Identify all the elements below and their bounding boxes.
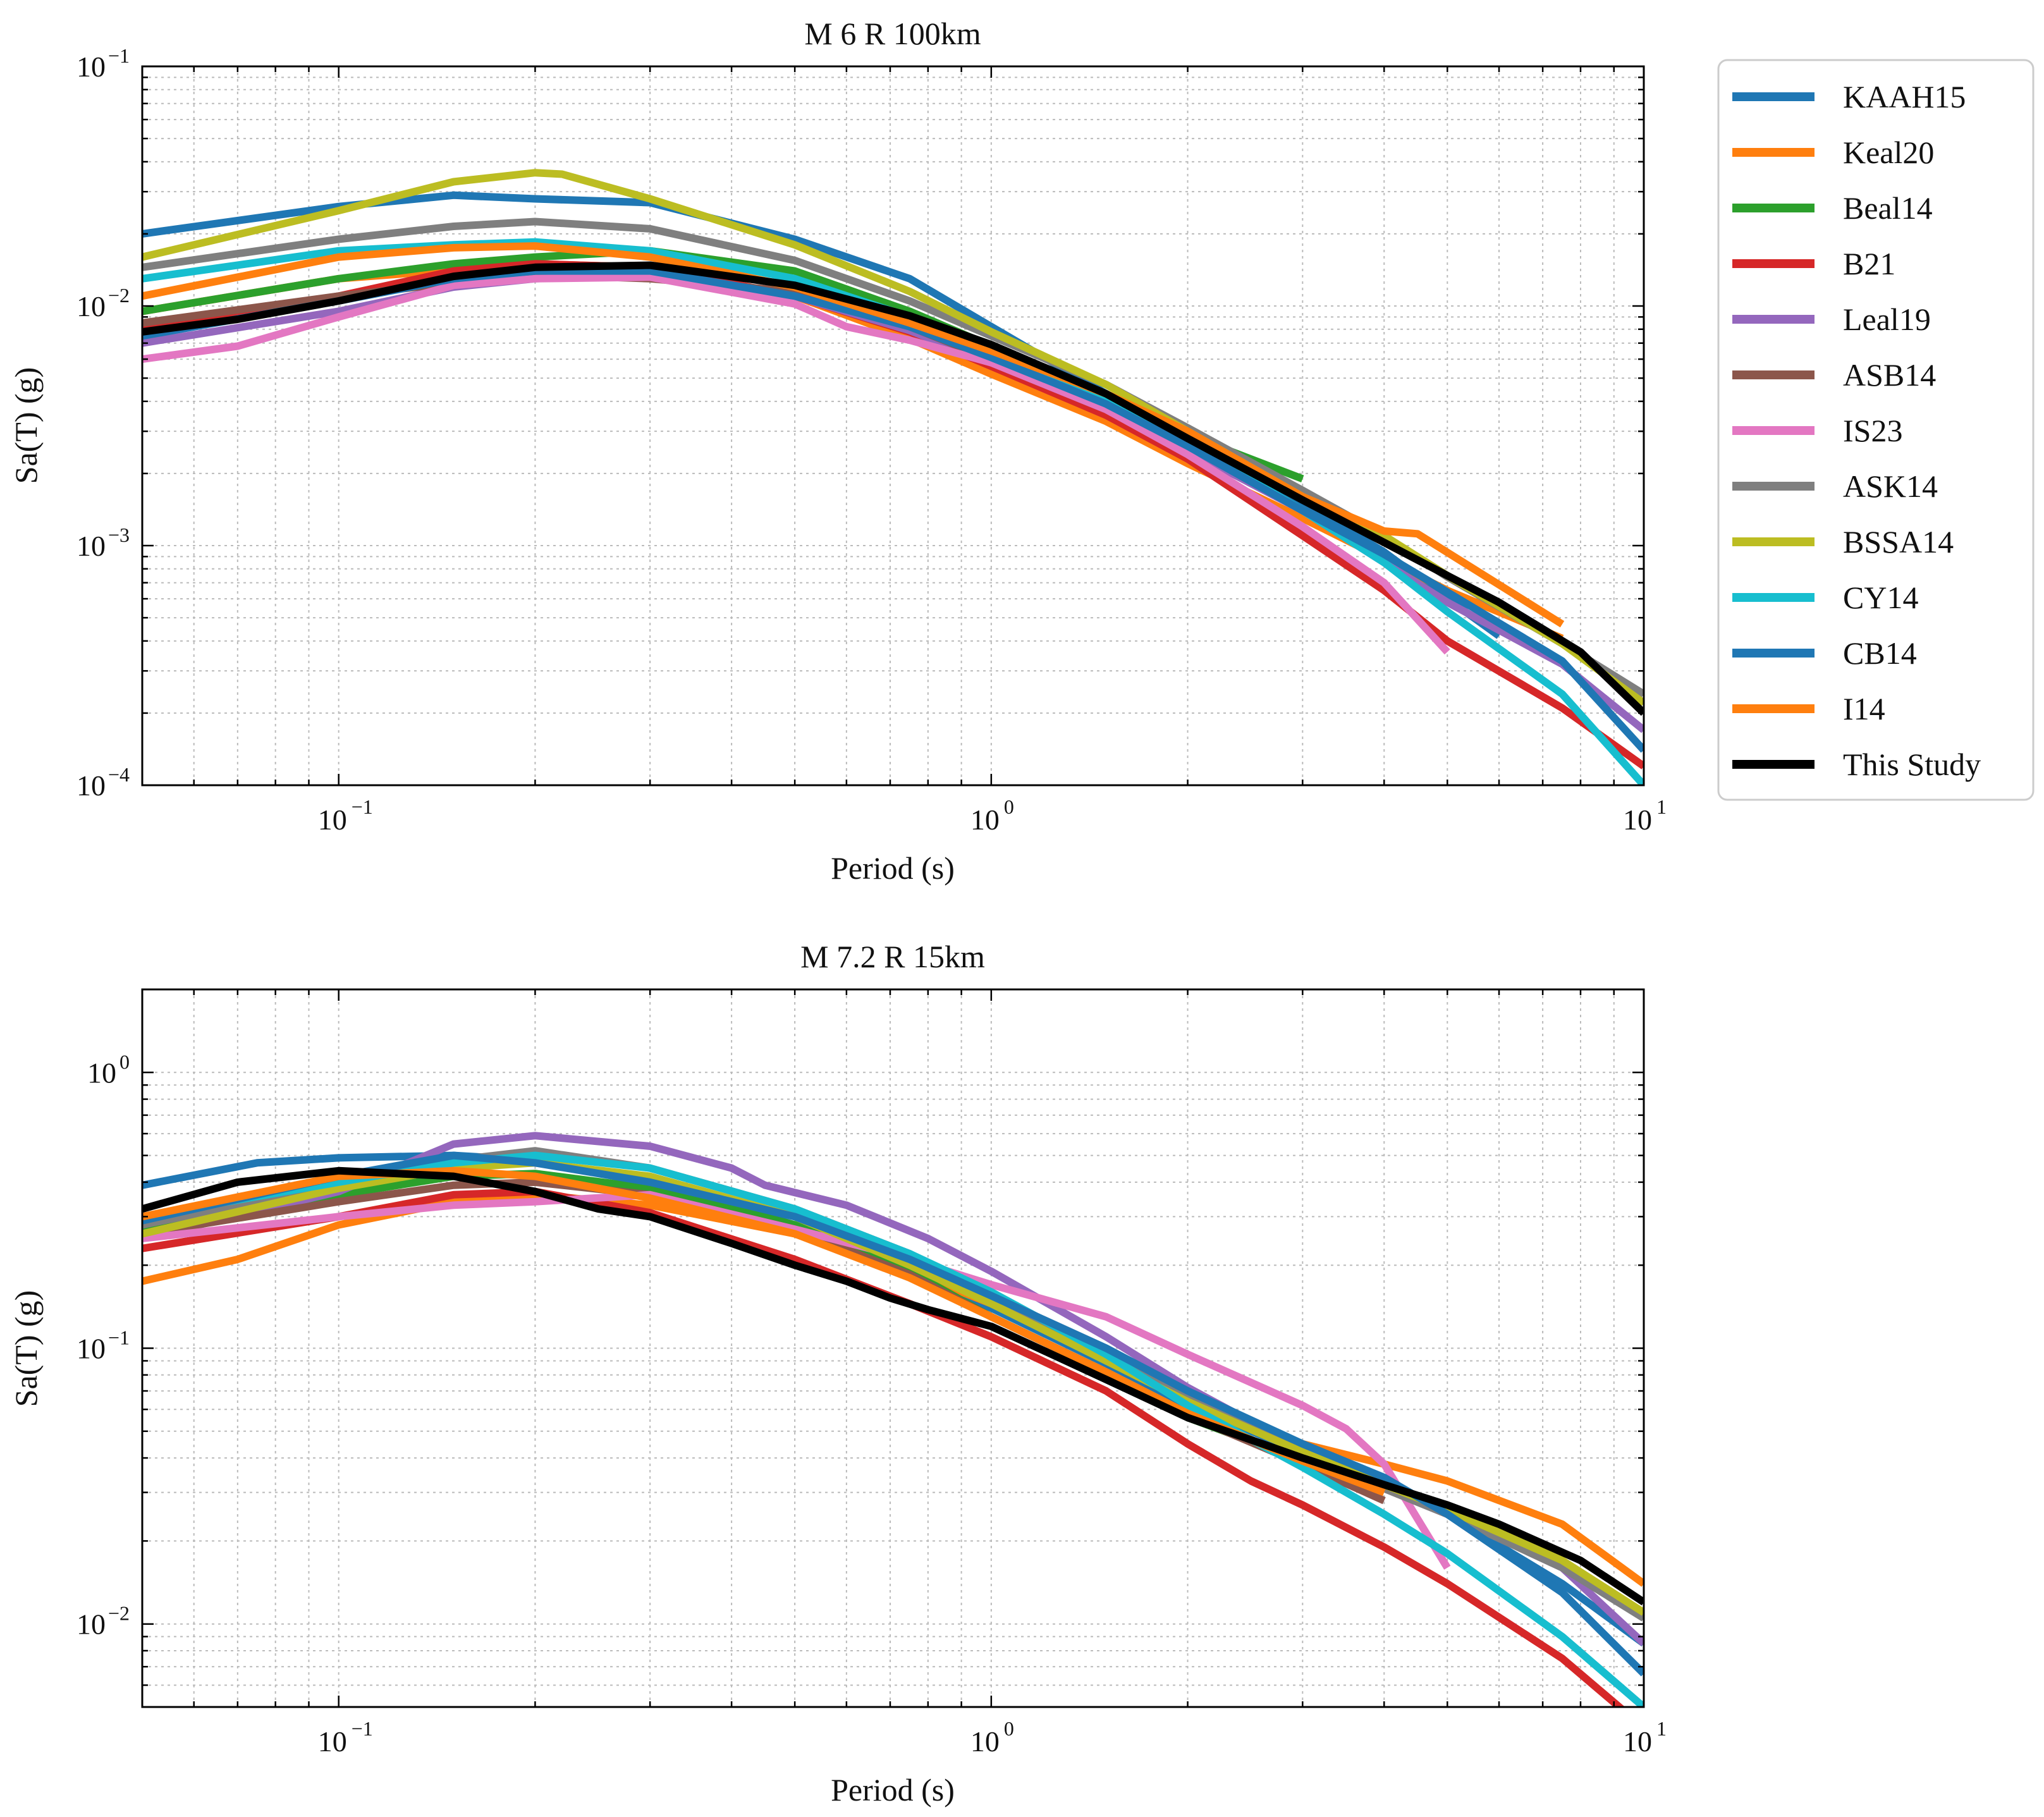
bottom-y-tick-label-exponent: 0 (119, 1050, 130, 1073)
legend: KAAH15 Keal20 Beal14 B21 Leal19 ASB14 IS23 ASK1… (1717, 59, 2035, 801)
bottom-x-tick-label: 10 (970, 1725, 1000, 1758)
bottom-y-tick-label: 10 (76, 1333, 106, 1365)
top-x-tick-label: 10 (318, 804, 347, 836)
top-y-tick-label-exponent: −2 (108, 284, 130, 307)
top-panel: M 6 R 100km 10 −1 10 0 10 1−410−310−210−110 P… (8, 16, 1667, 886)
legend-label: Beal14 (1843, 190, 1933, 226)
top-y-tick-label: 10 (76, 530, 106, 562)
top-x-tick-label: 10 (1623, 804, 1652, 836)
legend-label: This Study (1843, 747, 1981, 782)
bottom-y-tick-label: 10 (76, 1608, 106, 1641)
top-x-tick-label-exponent: −1 (352, 795, 373, 818)
top-x-tick-label-exponent: 0 (1004, 795, 1014, 818)
bottom-series-bssa14 (142, 1159, 1644, 1616)
bottom-y-tick-label-exponent: −2 (108, 1602, 130, 1625)
legend-label: BSSA14 (1843, 524, 1954, 560)
legend-label: B21 (1843, 246, 1895, 281)
top-y-axis-label: Sa(T) (g) (8, 367, 44, 484)
bottom-series-cb14 (142, 1151, 1644, 1677)
bottom-title: M 7.2 R 15km (800, 939, 985, 974)
top-x-tick-label: 10 (970, 804, 1000, 836)
legend-label: ASB14 (1843, 357, 1936, 393)
legend-label: KAAH15 (1843, 79, 1966, 114)
top-y-tick-label: 10 (76, 290, 106, 322)
legend-label: IS23 (1843, 413, 1902, 448)
legend-label: CB14 (1843, 635, 1917, 671)
top-plot-frame (141, 65, 1645, 786)
top-series-this-study (142, 261, 1644, 716)
legend-label: ASK14 (1843, 468, 1938, 504)
top-series-cb14 (142, 267, 1644, 753)
top-x-axis-label: Period (s) (831, 850, 955, 886)
bottom-x-tick-label-exponent: −1 (352, 1717, 373, 1740)
bottom-x-tick-label-exponent: 1 (1656, 1717, 1667, 1740)
top-x-tick-label-exponent: 1 (1656, 795, 1667, 818)
bottom-plot-frame (141, 988, 1645, 1708)
top-y-tick-label-exponent: −1 (108, 44, 130, 67)
bottom-y-tick-label: 10 (87, 1056, 116, 1089)
top-series-is23 (142, 273, 1450, 655)
top-series-kaah15 (142, 191, 1502, 639)
top-y-tick-label: 10 (76, 769, 106, 802)
bottom-series-this-study (142, 1166, 1644, 1606)
top-y-tick-label-exponent: −3 (108, 523, 130, 546)
legend-label: Leal19 (1843, 302, 1931, 337)
bottom-series-cy14 (142, 1151, 1644, 1707)
legend-box (1717, 59, 2035, 801)
bottom-y-axis-label: Sa(T) (g) (8, 1290, 44, 1407)
bottom-x-tick-label: 10 (318, 1725, 347, 1758)
bottom-x-axis-label: Period (s) (831, 1772, 955, 1808)
bottom-series-b21 (142, 1187, 1625, 1707)
top-y-tick-label: 10 (76, 51, 106, 83)
legend-label: I14 (1843, 691, 1885, 726)
top-y-tick-label-exponent: −4 (108, 763, 130, 786)
bottom-y-tick-label-exponent: −1 (108, 1326, 130, 1349)
bottom-x-tick-label-exponent: 0 (1004, 1717, 1014, 1740)
bottom-x-tick-label: 10 (1623, 1725, 1652, 1758)
top-title: M 6 R 100km (804, 16, 981, 51)
top-series-leal19 (142, 271, 1644, 733)
top-series-i14 (142, 242, 1565, 628)
legend-label: CY14 (1843, 580, 1918, 615)
legend-label: Keal20 (1843, 135, 1934, 170)
